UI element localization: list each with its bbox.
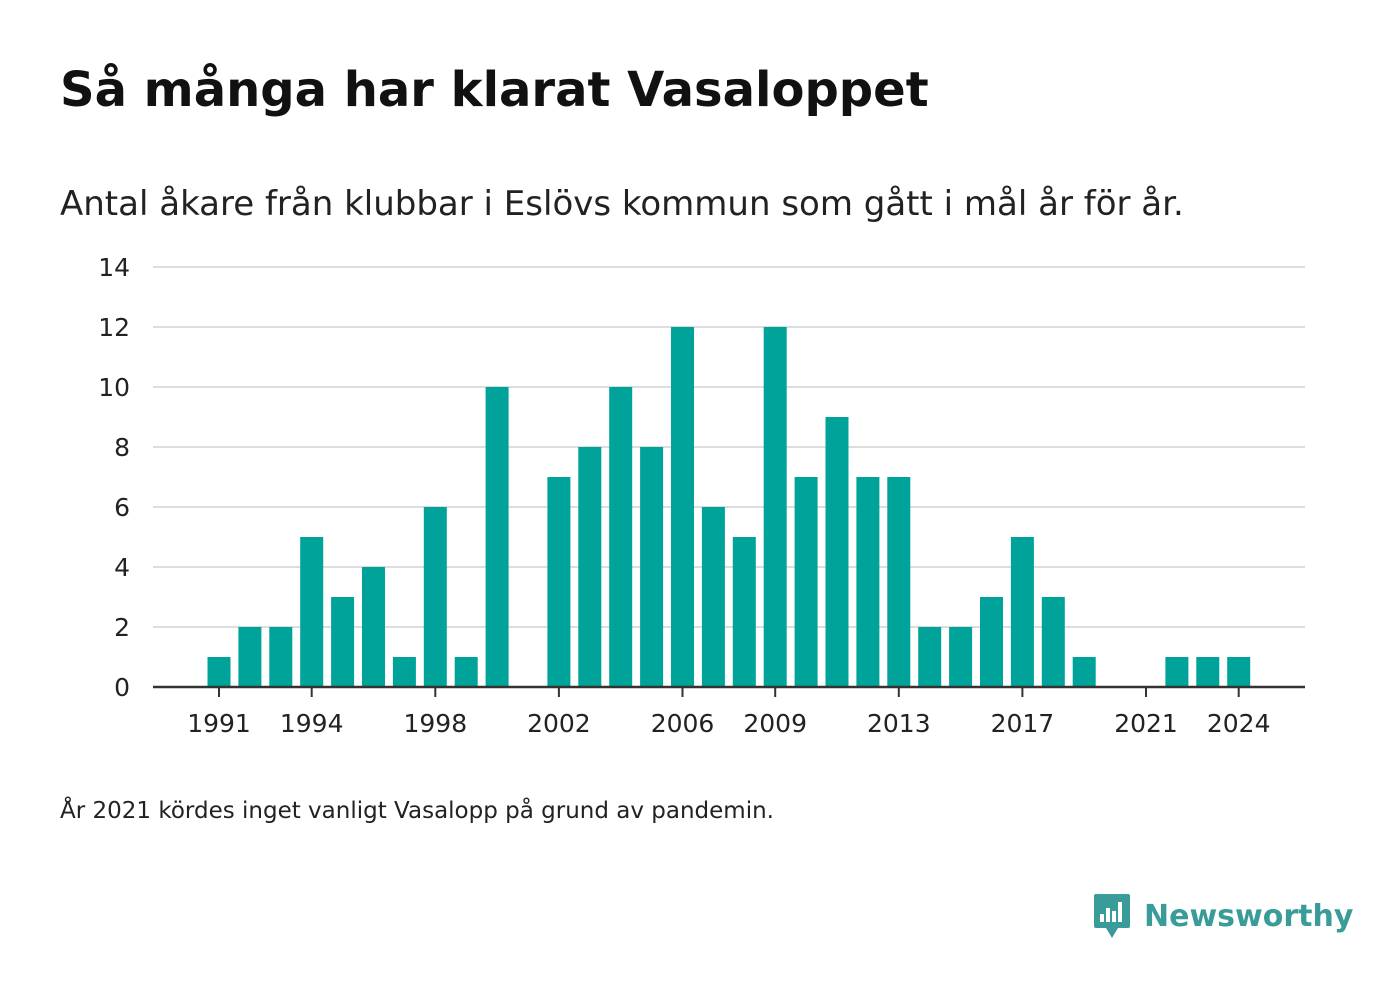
bar <box>732 537 756 687</box>
bar <box>640 447 664 687</box>
bar <box>1010 537 1034 687</box>
y-tick-label: 8 <box>114 433 130 462</box>
bar <box>578 447 602 687</box>
bar <box>392 657 416 687</box>
bar <box>918 627 942 687</box>
brand-logo: Newsworthy <box>1092 892 1353 940</box>
y-tick-label: 0 <box>114 673 130 702</box>
bar <box>423 507 447 687</box>
y-axis-labels: 0 2 4 6 8 10 12 14 <box>98 253 130 702</box>
bar <box>207 657 231 687</box>
bar <box>1165 657 1189 687</box>
y-tick-label: 4 <box>114 553 130 582</box>
bar <box>887 477 911 687</box>
x-tick-label: 2017 <box>991 709 1055 738</box>
bar <box>1072 657 1096 687</box>
bar <box>485 387 509 687</box>
bar <box>856 477 880 687</box>
y-tick-label: 2 <box>114 613 130 642</box>
x-tick-label: 1998 <box>403 709 467 738</box>
y-tick-label: 10 <box>98 373 130 402</box>
x-tick-label: 2009 <box>743 709 807 738</box>
bar <box>763 327 787 687</box>
chart-title: Så många har klarat Vasaloppet <box>60 62 929 118</box>
chart-subtitle: Antal åkare från klubbar i Eslövs kommun… <box>60 184 1184 224</box>
bar <box>609 387 633 687</box>
y-tick-label: 14 <box>98 253 130 282</box>
bar <box>1227 657 1251 687</box>
bar <box>547 477 571 687</box>
y-tick-label: 6 <box>114 493 130 522</box>
x-tick-label: 2006 <box>651 709 715 738</box>
brand-name: Newsworthy <box>1144 898 1354 934</box>
bar <box>794 477 818 687</box>
bar <box>825 417 849 687</box>
bar <box>300 537 324 687</box>
bars <box>207 327 1251 687</box>
bar <box>331 597 355 687</box>
x-axis: 1991 1994 1998 2002 2006 2009 2013 2017 2021 2024 <box>153 685 1305 738</box>
x-tick-label: 2013 <box>867 709 931 738</box>
bar <box>238 627 262 687</box>
x-tick-label: 2024 <box>1207 709 1271 738</box>
bar <box>1196 657 1220 687</box>
bar-chart: 0 2 4 6 8 10 12 14 1991 1994 1998 2002 2006 2009 2013… <box>98 253 1305 738</box>
footnote: År 2021 kördes inget vanligt Vasalopp på… <box>60 798 774 824</box>
y-tick-label: 12 <box>98 313 130 342</box>
newsworthy-logo-icon <box>1094 894 1130 938</box>
x-tick-label: 1994 <box>280 709 344 738</box>
bar <box>980 597 1003 687</box>
bar <box>701 507 725 687</box>
bar <box>454 657 478 687</box>
bar <box>671 327 694 687</box>
x-tick-label: 2002 <box>527 709 591 738</box>
bar <box>949 627 973 687</box>
bar <box>269 627 293 687</box>
gridlines <box>153 266 1305 628</box>
bar <box>1041 597 1065 687</box>
x-tick-label: 2021 <box>1114 709 1178 738</box>
x-tick-label: 1991 <box>187 709 251 738</box>
bar <box>362 567 385 687</box>
